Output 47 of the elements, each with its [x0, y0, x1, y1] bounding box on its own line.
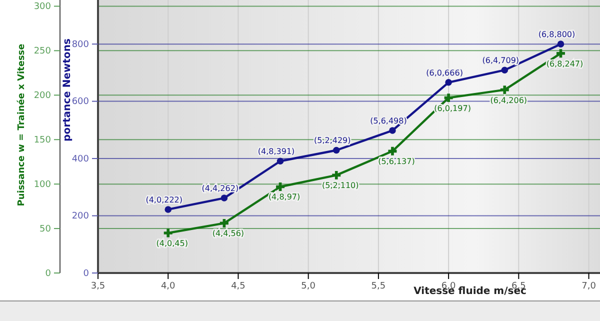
x-tick-label: 3,5: [90, 281, 106, 292]
point: [557, 40, 564, 48]
y-tick-label: 400: [72, 154, 90, 164]
data-label: (6,0,666): [426, 68, 463, 78]
y-tick-label: 200: [72, 212, 90, 222]
y2-axis-title: Puissance w = Trainée x Vitesse: [16, 44, 27, 206]
data-label: (4,8,391): [258, 147, 295, 156]
y-tick-label: 600: [72, 97, 90, 108]
data-label: (5,6,137): [378, 157, 415, 166]
y2-tick-label: 50: [40, 224, 52, 234]
point: [500, 86, 509, 94]
x-tick-label: 5,5: [371, 281, 386, 292]
x-tick-label: 7,0: [582, 281, 596, 292]
data-label: (4,4,262): [202, 184, 239, 194]
x-tick-label: 4,5: [231, 281, 246, 292]
y2-tick-label: 250: [34, 46, 52, 57]
y2-tick-label: 0: [45, 268, 52, 279]
point: [556, 49, 565, 58]
y2-tick-label: 200: [34, 91, 52, 102]
point: [501, 66, 508, 74]
y-axis-title: portance Newtons: [62, 38, 73, 142]
point: [332, 170, 341, 180]
data-label: (4,4,56): [212, 229, 244, 238]
point: [444, 94, 453, 102]
point: [276, 158, 284, 164]
point: [164, 228, 172, 238]
point: [389, 127, 396, 134]
x-tick-label: 4,0: [160, 281, 176, 292]
point: [164, 206, 172, 213]
data-label: (4,0,45): [156, 238, 188, 248]
x-tick-label: 5,0: [301, 281, 316, 292]
point: [445, 79, 452, 86]
data-label: (4,0,222): [146, 195, 182, 204]
point: [220, 218, 228, 228]
data-label: (6,4,709): [482, 56, 520, 66]
point: [388, 146, 397, 156]
y2-tick-label: 300: [34, 2, 52, 12]
data-label: (6,8,800): [538, 30, 576, 40]
y-tick-label: 800: [72, 40, 90, 50]
data-label: (4,8,97): [268, 192, 300, 202]
point: [332, 146, 340, 154]
point: [276, 182, 285, 191]
point: [220, 194, 228, 202]
data-label: (6,8,247): [546, 59, 584, 68]
y2-tick-label: 150: [34, 135, 52, 146]
y-tick-label: 0: [83, 268, 90, 279]
y2-tick-label: 100: [34, 180, 52, 190]
